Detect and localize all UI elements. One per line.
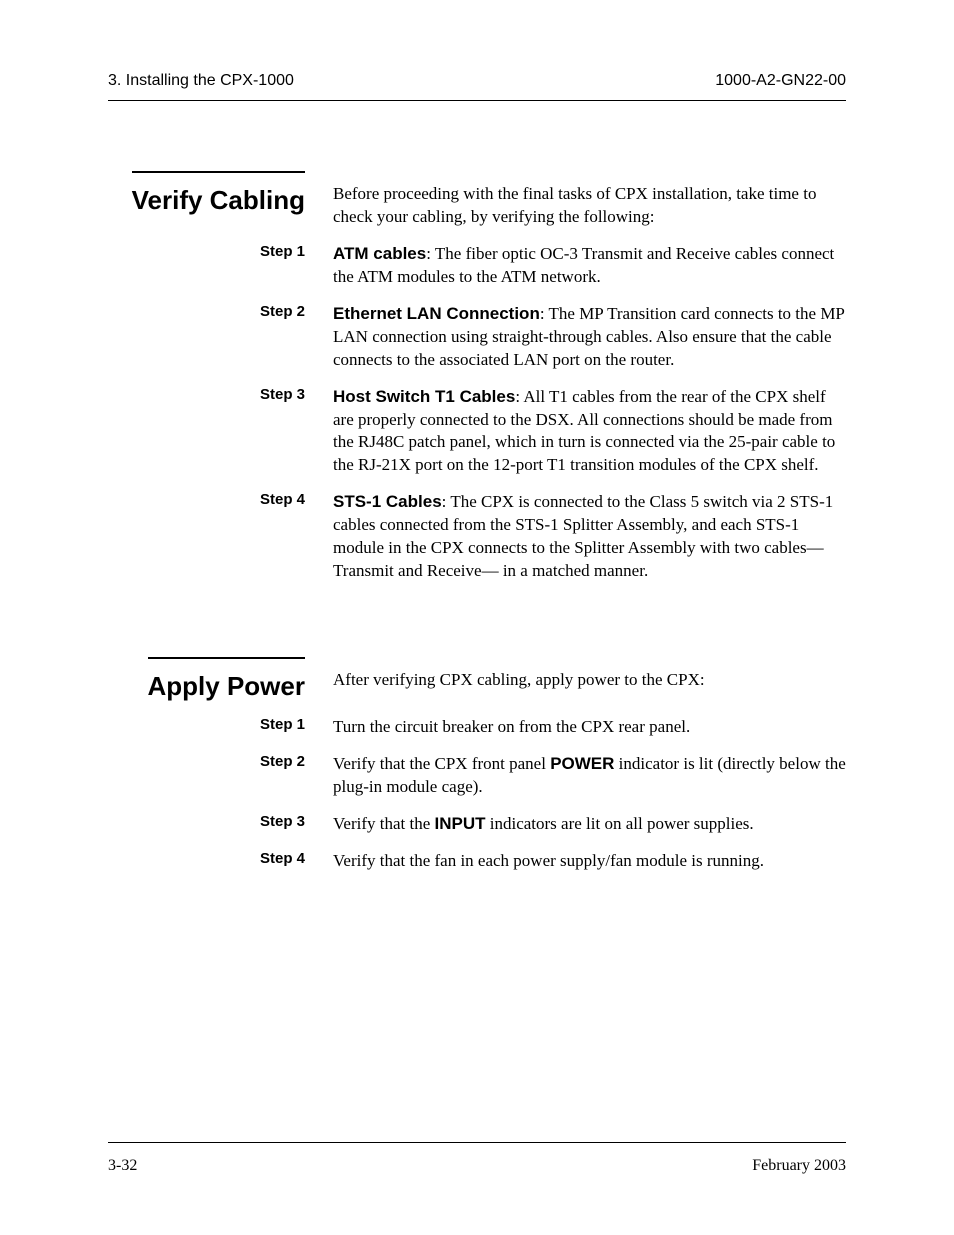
section-intro: After verifying CPX cabling, apply power… (333, 670, 705, 689)
step-label: Step 4 (260, 850, 305, 867)
step-text-pre: Verify that the CPX front panel (333, 754, 550, 773)
step-text: Turn the circuit breaker on from the CPX… (333, 717, 690, 736)
header-chapter: 3. Installing the CPX-1000 (108, 72, 294, 90)
step-body: STS-1 Cables: The CPX is connected to th… (333, 491, 846, 583)
step-label: Step 2 (260, 303, 305, 320)
step-label: Step 1 (260, 716, 305, 733)
header-doc-number: 1000-A2-GN22-00 (715, 72, 846, 90)
section-intro: Before proceeding with the final tasks o… (333, 184, 816, 226)
step-body: Ethernet LAN Connection: The MP Transiti… (333, 303, 846, 372)
section-title: Verify Cabling (132, 171, 305, 216)
step-text-post: indicators are lit on all power supplies… (486, 814, 754, 833)
step-label: Step 4 (260, 491, 305, 508)
step-lead: STS-1 Cables (333, 492, 442, 511)
section-title: Apply Power (148, 657, 305, 702)
section-verify-cabling: Verify Cabling Before proceeding with th… (108, 171, 846, 597)
step-body: Verify that the CPX front panel POWER in… (333, 753, 846, 799)
step-text-pre: Verify that the (333, 814, 435, 833)
step-body: ATM cables: The fiber optic OC-3 Transmi… (333, 243, 846, 289)
step-body: Verify that the fan in each power supply… (333, 850, 846, 873)
step-body: Verify that the INPUT indicators are lit… (333, 813, 846, 836)
footer-page-number: 3-32 (108, 1157, 137, 1175)
step-lead: Ethernet LAN Connection (333, 304, 540, 323)
section-apply-power: Apply Power After verifying CPX cabling,… (108, 657, 846, 887)
step-label: Step 1 (260, 243, 305, 260)
page-header: 3. Installing the CPX-1000 1000-A2-GN22-… (108, 72, 846, 101)
step-label: Step 2 (260, 753, 305, 770)
page-footer: 3-32 February 2003 (108, 1142, 846, 1175)
step-bold: POWER (550, 754, 614, 773)
step-text: Verify that the fan in each power supply… (333, 851, 764, 870)
step-body: Host Switch T1 Cables: All T1 cables fro… (333, 386, 846, 478)
step-body: Turn the circuit breaker on from the CPX… (333, 716, 846, 739)
step-lead: Host Switch T1 Cables (333, 387, 515, 406)
step-label: Step 3 (260, 813, 305, 830)
document-page: 3. Installing the CPX-1000 1000-A2-GN22-… (0, 0, 954, 1235)
step-bold: INPUT (435, 814, 486, 833)
step-label: Step 3 (260, 386, 305, 403)
footer-date: February 2003 (752, 1157, 846, 1175)
step-lead: ATM cables (333, 244, 426, 263)
